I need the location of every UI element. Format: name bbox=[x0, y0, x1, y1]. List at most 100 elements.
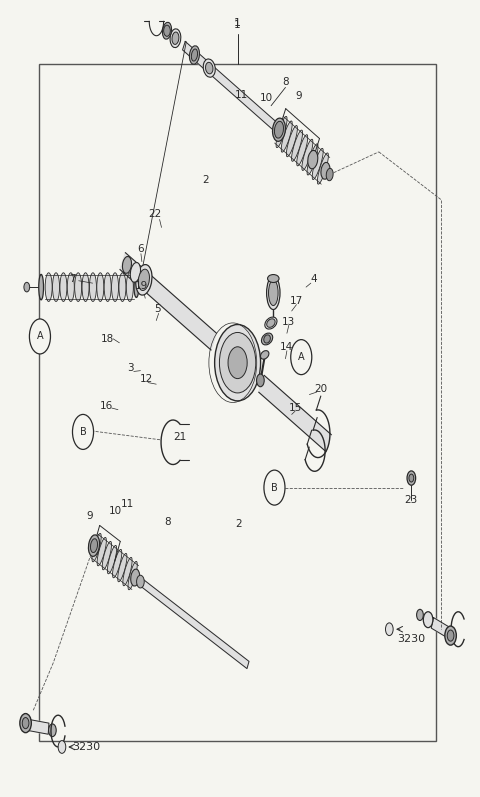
Text: 20: 20 bbox=[314, 384, 327, 394]
Circle shape bbox=[264, 470, 285, 505]
Ellipse shape bbox=[119, 273, 126, 301]
Polygon shape bbox=[259, 375, 331, 452]
Text: 3: 3 bbox=[128, 363, 134, 373]
Ellipse shape bbox=[136, 265, 152, 295]
Circle shape bbox=[48, 724, 56, 736]
Text: 5: 5 bbox=[155, 304, 161, 313]
Ellipse shape bbox=[89, 273, 96, 301]
Ellipse shape bbox=[82, 273, 89, 301]
Text: A: A bbox=[36, 332, 43, 341]
Ellipse shape bbox=[276, 116, 287, 147]
Ellipse shape bbox=[307, 143, 318, 175]
Ellipse shape bbox=[92, 533, 101, 562]
Text: 11: 11 bbox=[235, 89, 248, 100]
Circle shape bbox=[219, 332, 256, 393]
Text: 4: 4 bbox=[311, 274, 317, 285]
Text: 15: 15 bbox=[288, 403, 301, 413]
Circle shape bbox=[137, 575, 144, 588]
Circle shape bbox=[409, 474, 414, 482]
Ellipse shape bbox=[97, 273, 104, 301]
Ellipse shape bbox=[97, 537, 107, 566]
Circle shape bbox=[228, 347, 247, 379]
Ellipse shape bbox=[104, 273, 111, 301]
Ellipse shape bbox=[134, 277, 139, 297]
Bar bbox=[39, 65, 436, 740]
Circle shape bbox=[447, 630, 454, 641]
Text: A: A bbox=[298, 352, 305, 362]
Circle shape bbox=[417, 610, 423, 621]
Text: 12: 12 bbox=[140, 374, 153, 383]
Ellipse shape bbox=[302, 139, 313, 171]
Ellipse shape bbox=[131, 569, 140, 586]
Text: 14: 14 bbox=[280, 342, 294, 351]
Ellipse shape bbox=[162, 22, 171, 39]
Polygon shape bbox=[120, 253, 216, 350]
Circle shape bbox=[29, 319, 50, 354]
Ellipse shape bbox=[190, 45, 200, 65]
Ellipse shape bbox=[138, 269, 149, 290]
Ellipse shape bbox=[308, 151, 318, 169]
Text: 23: 23 bbox=[405, 496, 418, 505]
Ellipse shape bbox=[267, 274, 279, 282]
Ellipse shape bbox=[128, 561, 137, 590]
Text: 19: 19 bbox=[135, 281, 148, 291]
Text: 8: 8 bbox=[282, 77, 289, 87]
Ellipse shape bbox=[90, 539, 97, 552]
Text: 17: 17 bbox=[290, 296, 303, 306]
Ellipse shape bbox=[102, 541, 111, 570]
Text: 1: 1 bbox=[234, 18, 241, 28]
Ellipse shape bbox=[273, 118, 286, 141]
Ellipse shape bbox=[172, 32, 179, 45]
Text: 7: 7 bbox=[69, 274, 76, 285]
Ellipse shape bbox=[291, 130, 302, 161]
Ellipse shape bbox=[192, 49, 198, 61]
Polygon shape bbox=[27, 719, 49, 734]
Ellipse shape bbox=[88, 535, 99, 556]
Ellipse shape bbox=[321, 163, 330, 179]
Ellipse shape bbox=[267, 319, 275, 328]
Circle shape bbox=[407, 471, 416, 485]
Ellipse shape bbox=[266, 276, 280, 309]
Ellipse shape bbox=[60, 273, 67, 301]
Text: 10: 10 bbox=[260, 92, 274, 103]
Circle shape bbox=[256, 374, 264, 387]
Polygon shape bbox=[139, 577, 249, 669]
Ellipse shape bbox=[203, 59, 215, 77]
Ellipse shape bbox=[112, 549, 122, 578]
Ellipse shape bbox=[130, 262, 141, 282]
Ellipse shape bbox=[264, 335, 270, 343]
Text: 8: 8 bbox=[164, 516, 170, 527]
Text: 21: 21 bbox=[174, 432, 187, 442]
Circle shape bbox=[215, 324, 261, 401]
Ellipse shape bbox=[126, 273, 133, 301]
Ellipse shape bbox=[265, 317, 277, 329]
Text: 6: 6 bbox=[138, 244, 144, 254]
Text: 18: 18 bbox=[100, 334, 114, 344]
Ellipse shape bbox=[108, 545, 117, 574]
Circle shape bbox=[72, 414, 94, 450]
Text: 9: 9 bbox=[295, 91, 302, 101]
Text: 1: 1 bbox=[234, 20, 241, 29]
Text: 3230: 3230 bbox=[72, 742, 100, 752]
Ellipse shape bbox=[123, 557, 132, 586]
Text: 2: 2 bbox=[236, 519, 242, 529]
Ellipse shape bbox=[312, 148, 323, 179]
Circle shape bbox=[423, 612, 433, 627]
Circle shape bbox=[24, 282, 30, 292]
Text: 11: 11 bbox=[121, 498, 134, 508]
Circle shape bbox=[58, 740, 66, 753]
Text: B: B bbox=[271, 483, 278, 493]
Text: B: B bbox=[80, 427, 86, 437]
Polygon shape bbox=[431, 618, 451, 638]
Ellipse shape bbox=[122, 257, 132, 273]
Circle shape bbox=[385, 623, 393, 635]
Ellipse shape bbox=[262, 333, 273, 345]
Text: 13: 13 bbox=[282, 317, 296, 327]
Text: 3230: 3230 bbox=[397, 634, 425, 644]
Circle shape bbox=[164, 26, 170, 37]
Ellipse shape bbox=[111, 273, 119, 301]
Ellipse shape bbox=[205, 62, 213, 74]
Text: 9: 9 bbox=[86, 511, 93, 521]
Circle shape bbox=[22, 717, 29, 728]
Ellipse shape bbox=[39, 274, 44, 300]
